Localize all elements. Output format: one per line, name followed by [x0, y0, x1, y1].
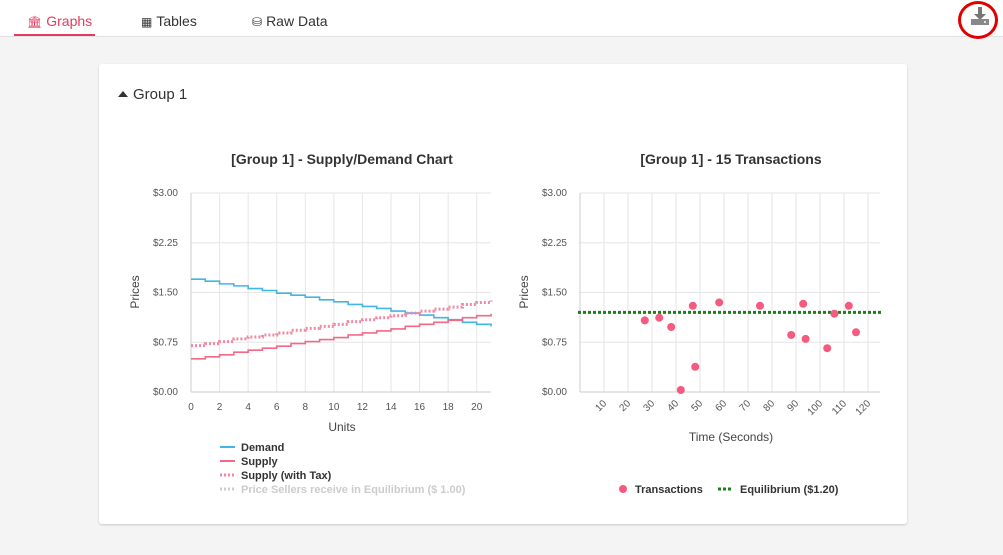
x-tick-label: 100 [806, 398, 826, 418]
y-tick-label: $0.00 [542, 387, 567, 398]
x-tick-label: 90 [785, 398, 801, 414]
series-line-2 [191, 300, 493, 348]
transaction-point [823, 344, 832, 353]
y-tick-label: $0.75 [153, 337, 178, 348]
y-tick-label: $0.00 [153, 387, 178, 398]
chart-title: [Group 1] - 15 Transactions [640, 151, 821, 167]
x-tick-label: 6 [274, 402, 280, 413]
caret-up-icon [118, 91, 128, 97]
transaction-point [852, 328, 860, 337]
group-toggle[interactable]: Group 1 [118, 86, 187, 103]
tab-graphs[interactable]: 🏛 Graphs [27, 13, 93, 29]
x-tick-label: 60 [713, 398, 729, 414]
y-axis-label: Prices [128, 275, 142, 308]
highlight-circle [958, 1, 998, 39]
transaction-point [799, 299, 808, 308]
x-tick-label: 20 [471, 402, 483, 413]
transaction-point [640, 316, 649, 325]
y-tick-label: $1.50 [153, 288, 178, 299]
y-axis-label: Prices [517, 275, 531, 308]
legend-item: Supply [241, 456, 279, 468]
x-axis-label: Time (Seconds) [689, 430, 773, 444]
transaction-point [667, 322, 676, 331]
y-tick-label: $3.00 [542, 188, 567, 199]
transaction-point [688, 301, 697, 310]
active-tab-indicator [14, 34, 95, 36]
y-tick-label: $2.25 [542, 238, 567, 249]
x-tick-label: 4 [245, 402, 251, 413]
y-tick-label: $0.75 [542, 337, 567, 348]
table-icon: ▦ [141, 15, 153, 29]
transaction-point [655, 313, 664, 322]
x-tick-label: 10 [328, 402, 340, 413]
database-icon: ⛁ [252, 15, 263, 29]
x-tick-label: 50 [689, 398, 705, 414]
legend-swatch [619, 485, 627, 493]
x-tick-label: 18 [443, 402, 455, 413]
transaction-point [756, 301, 764, 310]
chart-title: [Group 1] - Supply/Demand Chart [231, 151, 453, 167]
y-tick-label: $3.00 [153, 188, 178, 199]
x-tick-label: 2 [217, 402, 223, 413]
top-nav-bar: 🏛 Graphs ▦ Tables ⛁ Raw Data [0, 0, 1003, 39]
transaction-point [691, 362, 700, 371]
legend-item: Transactions [635, 484, 703, 496]
x-tick-label: 80 [761, 398, 777, 414]
x-tick-label: 110 [830, 398, 849, 417]
y-tick-label: $2.25 [153, 238, 178, 249]
x-tick-label: 14 [385, 402, 397, 413]
x-tick-label: 8 [303, 402, 309, 413]
y-tick-label: $1.50 [542, 288, 567, 299]
transaction-point [676, 386, 685, 395]
x-tick-label: 30 [641, 398, 657, 414]
transaction-point [844, 301, 853, 310]
series-line-1 [191, 313, 492, 360]
legend-item: Supply (with Tax) [241, 470, 332, 482]
legend-item: Equilibrium ($1.20) [740, 484, 839, 496]
x-axis-label: Units [328, 420, 355, 434]
transaction-point [830, 309, 839, 318]
x-tick-label: 20 [617, 398, 633, 414]
x-tick-label: 10 [593, 398, 609, 414]
x-tick-label: 0 [188, 402, 194, 413]
bank-icon: 🏛 [27, 15, 43, 29]
legend-item: Demand [241, 442, 284, 454]
x-tick-label: 12 [357, 402, 369, 413]
transaction-point [801, 334, 810, 343]
x-tick-label: 120 [854, 398, 874, 418]
legend-item: Price Sellers receive in Equilibrium ($ … [241, 484, 466, 496]
tab-tables[interactable]: ▦ Tables [141, 13, 197, 29]
tab-raw-data[interactable]: ⛁ Raw Data [252, 13, 328, 29]
x-tick-label: 16 [414, 402, 426, 413]
transaction-point [787, 330, 796, 339]
x-tick-label: 70 [737, 398, 753, 414]
x-tick-label: 40 [665, 398, 681, 414]
transaction-point [715, 298, 724, 307]
series-line-0 [191, 278, 492, 327]
